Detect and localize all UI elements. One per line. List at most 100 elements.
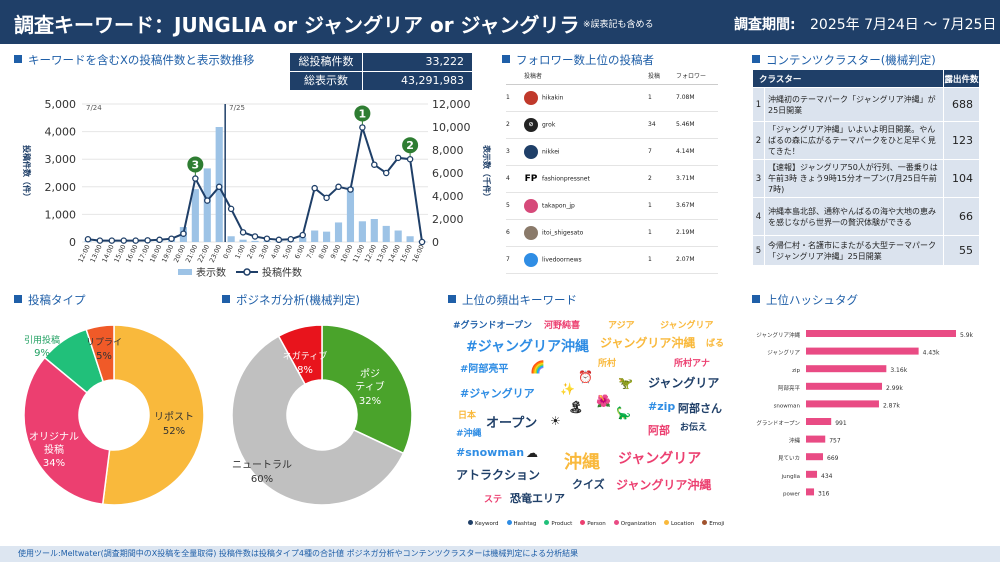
hashtag-value: 4.43k	[923, 350, 940, 357]
posts-point	[275, 236, 283, 244]
rank: 6	[506, 219, 524, 247]
rank: 5	[506, 192, 524, 220]
posts-point	[84, 235, 92, 243]
hashtag-bar-chart: ジャングリア沖縄 5.9k ジャングリア 4.43k zip 3.16k 阿部亮平 2.99k…	[756, 330, 974, 497]
header-bar: 調査キーワード：JUNGLIA or ジャングリア or ジャングリラ ※誤表記…	[0, 0, 1000, 44]
emoji-icon: ⏰	[578, 370, 593, 384]
cluster-row[interactable]: 5 今帰仁村・名護市にまたがる大型テーマパーク「ジャングリア沖縄」25日開業 5…	[752, 235, 980, 266]
x-tick-label: 7:00	[305, 243, 318, 260]
legend-item: Keyword	[468, 520, 499, 527]
hashtag-bar	[806, 488, 815, 496]
emoji-icon: ☀	[550, 414, 561, 428]
follower-row[interactable]: 7 livedoornews 1 2.07M	[506, 246, 718, 274]
avatar-icon	[524, 144, 538, 159]
legend-dot-icon	[663, 520, 669, 525]
cluster-row[interactable]: 2 「ジャングリア沖縄」いよいよ明日開業。やんばるの森に広がるテーマパークをひと…	[752, 121, 980, 160]
legend-item: Emoji	[702, 520, 724, 527]
emoji-icon: ✨	[560, 382, 575, 396]
marker-number: 1	[359, 107, 367, 120]
cluster-row[interactable]: 1 沖縄初のテーマパーク「ジャングリア沖縄」が25日開業 688	[752, 87, 980, 122]
poster-name: nikkei	[542, 148, 560, 155]
period-label: 調査期間:	[734, 17, 796, 33]
date-label: 7/24	[86, 104, 102, 112]
view-bar	[251, 240, 259, 242]
keyword-word: #阿部亮平	[460, 364, 509, 375]
slice-label: 32%	[359, 396, 381, 407]
poster-cell: ⊘ grok	[524, 111, 648, 139]
keyword-word: #沖縄	[456, 429, 482, 439]
posts-point	[394, 154, 402, 162]
view-bar	[239, 239, 247, 242]
hashtag-value: 434	[821, 473, 833, 480]
hashtag-value: 5.9k	[960, 332, 974, 339]
slice-label: 8%	[297, 365, 313, 376]
cluster-number: 3	[752, 159, 765, 198]
poster-cell: nikkei	[524, 138, 648, 166]
posts-point	[132, 237, 139, 244]
avatar-icon	[524, 225, 538, 240]
cluster-text: 今帰仁村・名護市にまたがる大型テーマパーク「ジャングリア沖縄」25日開業	[764, 235, 944, 266]
keyword-word: 恐竜エリア	[510, 492, 565, 505]
keyword-word: #zip	[648, 400, 676, 413]
x-tick-label: 1:00	[233, 243, 246, 260]
cluster-row[interactable]: 4 沖縄本島北部、通称やんばるの海や大地の恵みを感じながら世界一の贅沢体験ができ…	[752, 197, 980, 236]
follower-row[interactable]: 4 FP fashionpressnet 2 3.71M	[506, 165, 718, 193]
keyword-legend: Keyword Hashtag Product Person Organization L…	[468, 520, 732, 527]
hashtag-label: junglia	[781, 474, 800, 480]
follower-row[interactable]: 5 takapon_jp 1 3.67M	[506, 192, 718, 220]
kpi-value: 43,291,983	[362, 72, 472, 90]
col-poster: 投稿者	[524, 68, 648, 85]
post-count: 34	[648, 111, 676, 139]
hashtag-value: 669	[827, 455, 839, 462]
cluster-row[interactable]: 3 【速報】ジャングリア50人が行列、一番乗りは午前3時 きょう9時15分オープ…	[752, 159, 980, 198]
legend-dot-icon	[506, 520, 512, 525]
slice-label: 9%	[34, 348, 50, 359]
view-bar	[311, 230, 319, 242]
cluster-count: 688	[943, 87, 980, 122]
emoji-icon: 🏝	[568, 400, 584, 414]
legend-dot-icon	[580, 520, 586, 525]
view-bar	[299, 237, 307, 242]
follower-row[interactable]: 1 hikakin 1 7.08M	[506, 84, 718, 112]
hashtag-value: 757	[829, 438, 841, 445]
right-tick-label: 10,000	[432, 121, 471, 134]
followers-section-title: フォロワー数上位の投稿者	[502, 52, 654, 68]
left-axis-label: 投稿件数（件）	[22, 145, 32, 201]
hashtag-bar	[806, 470, 818, 478]
right-tick-label: 4,000	[432, 190, 464, 203]
keyword-word: 所村	[598, 359, 617, 369]
emoji-icon: 🌺	[596, 394, 611, 408]
cluster-text: 沖縄本島北部、通称やんばるの海や大地の恵みを感じながら世界一の贅沢体験ができる	[764, 197, 944, 236]
keyword-word: ジャングリア	[648, 376, 720, 390]
rank: 3	[506, 138, 524, 166]
post-type-section-title: 投稿タイプ	[14, 292, 86, 308]
poster-cell: takapon_jp	[524, 192, 648, 220]
slice-label: 34%	[43, 458, 65, 469]
follower-count: 2.19M	[676, 219, 718, 247]
rank: 1	[506, 84, 524, 112]
right-tick-label: 0	[432, 236, 439, 249]
hashtag-label: グランドオープン	[756, 419, 800, 427]
poster-cell: hikakin	[524, 84, 648, 112]
follower-row[interactable]: 2 ⊘ grok 34 5.46M	[506, 111, 718, 139]
view-bar	[323, 231, 331, 242]
cluster-number: 4	[752, 197, 765, 236]
view-bar	[406, 236, 414, 242]
poster-cell: FP fashionpressnet	[524, 165, 648, 193]
follower-row[interactable]: 3 nikkei 7 4.14M	[506, 138, 718, 166]
hashtag-bar	[806, 400, 879, 408]
follower-row[interactable]: 6 itoi_shigesato 1 2.19M	[506, 219, 718, 247]
posts-point	[251, 233, 259, 240]
posts-point	[215, 183, 223, 191]
cluster-count: 123	[943, 121, 980, 160]
posts-point	[406, 155, 414, 163]
hashtag-label: snowman	[774, 403, 801, 409]
emoji-icon: 🌈	[530, 360, 545, 374]
hashtag-value: 316	[818, 490, 830, 497]
legend-label: Hashtag	[513, 521, 537, 527]
emoji-icon: 🦕	[616, 406, 631, 420]
legend-item: Location	[663, 520, 694, 527]
rank: 7	[506, 246, 524, 274]
